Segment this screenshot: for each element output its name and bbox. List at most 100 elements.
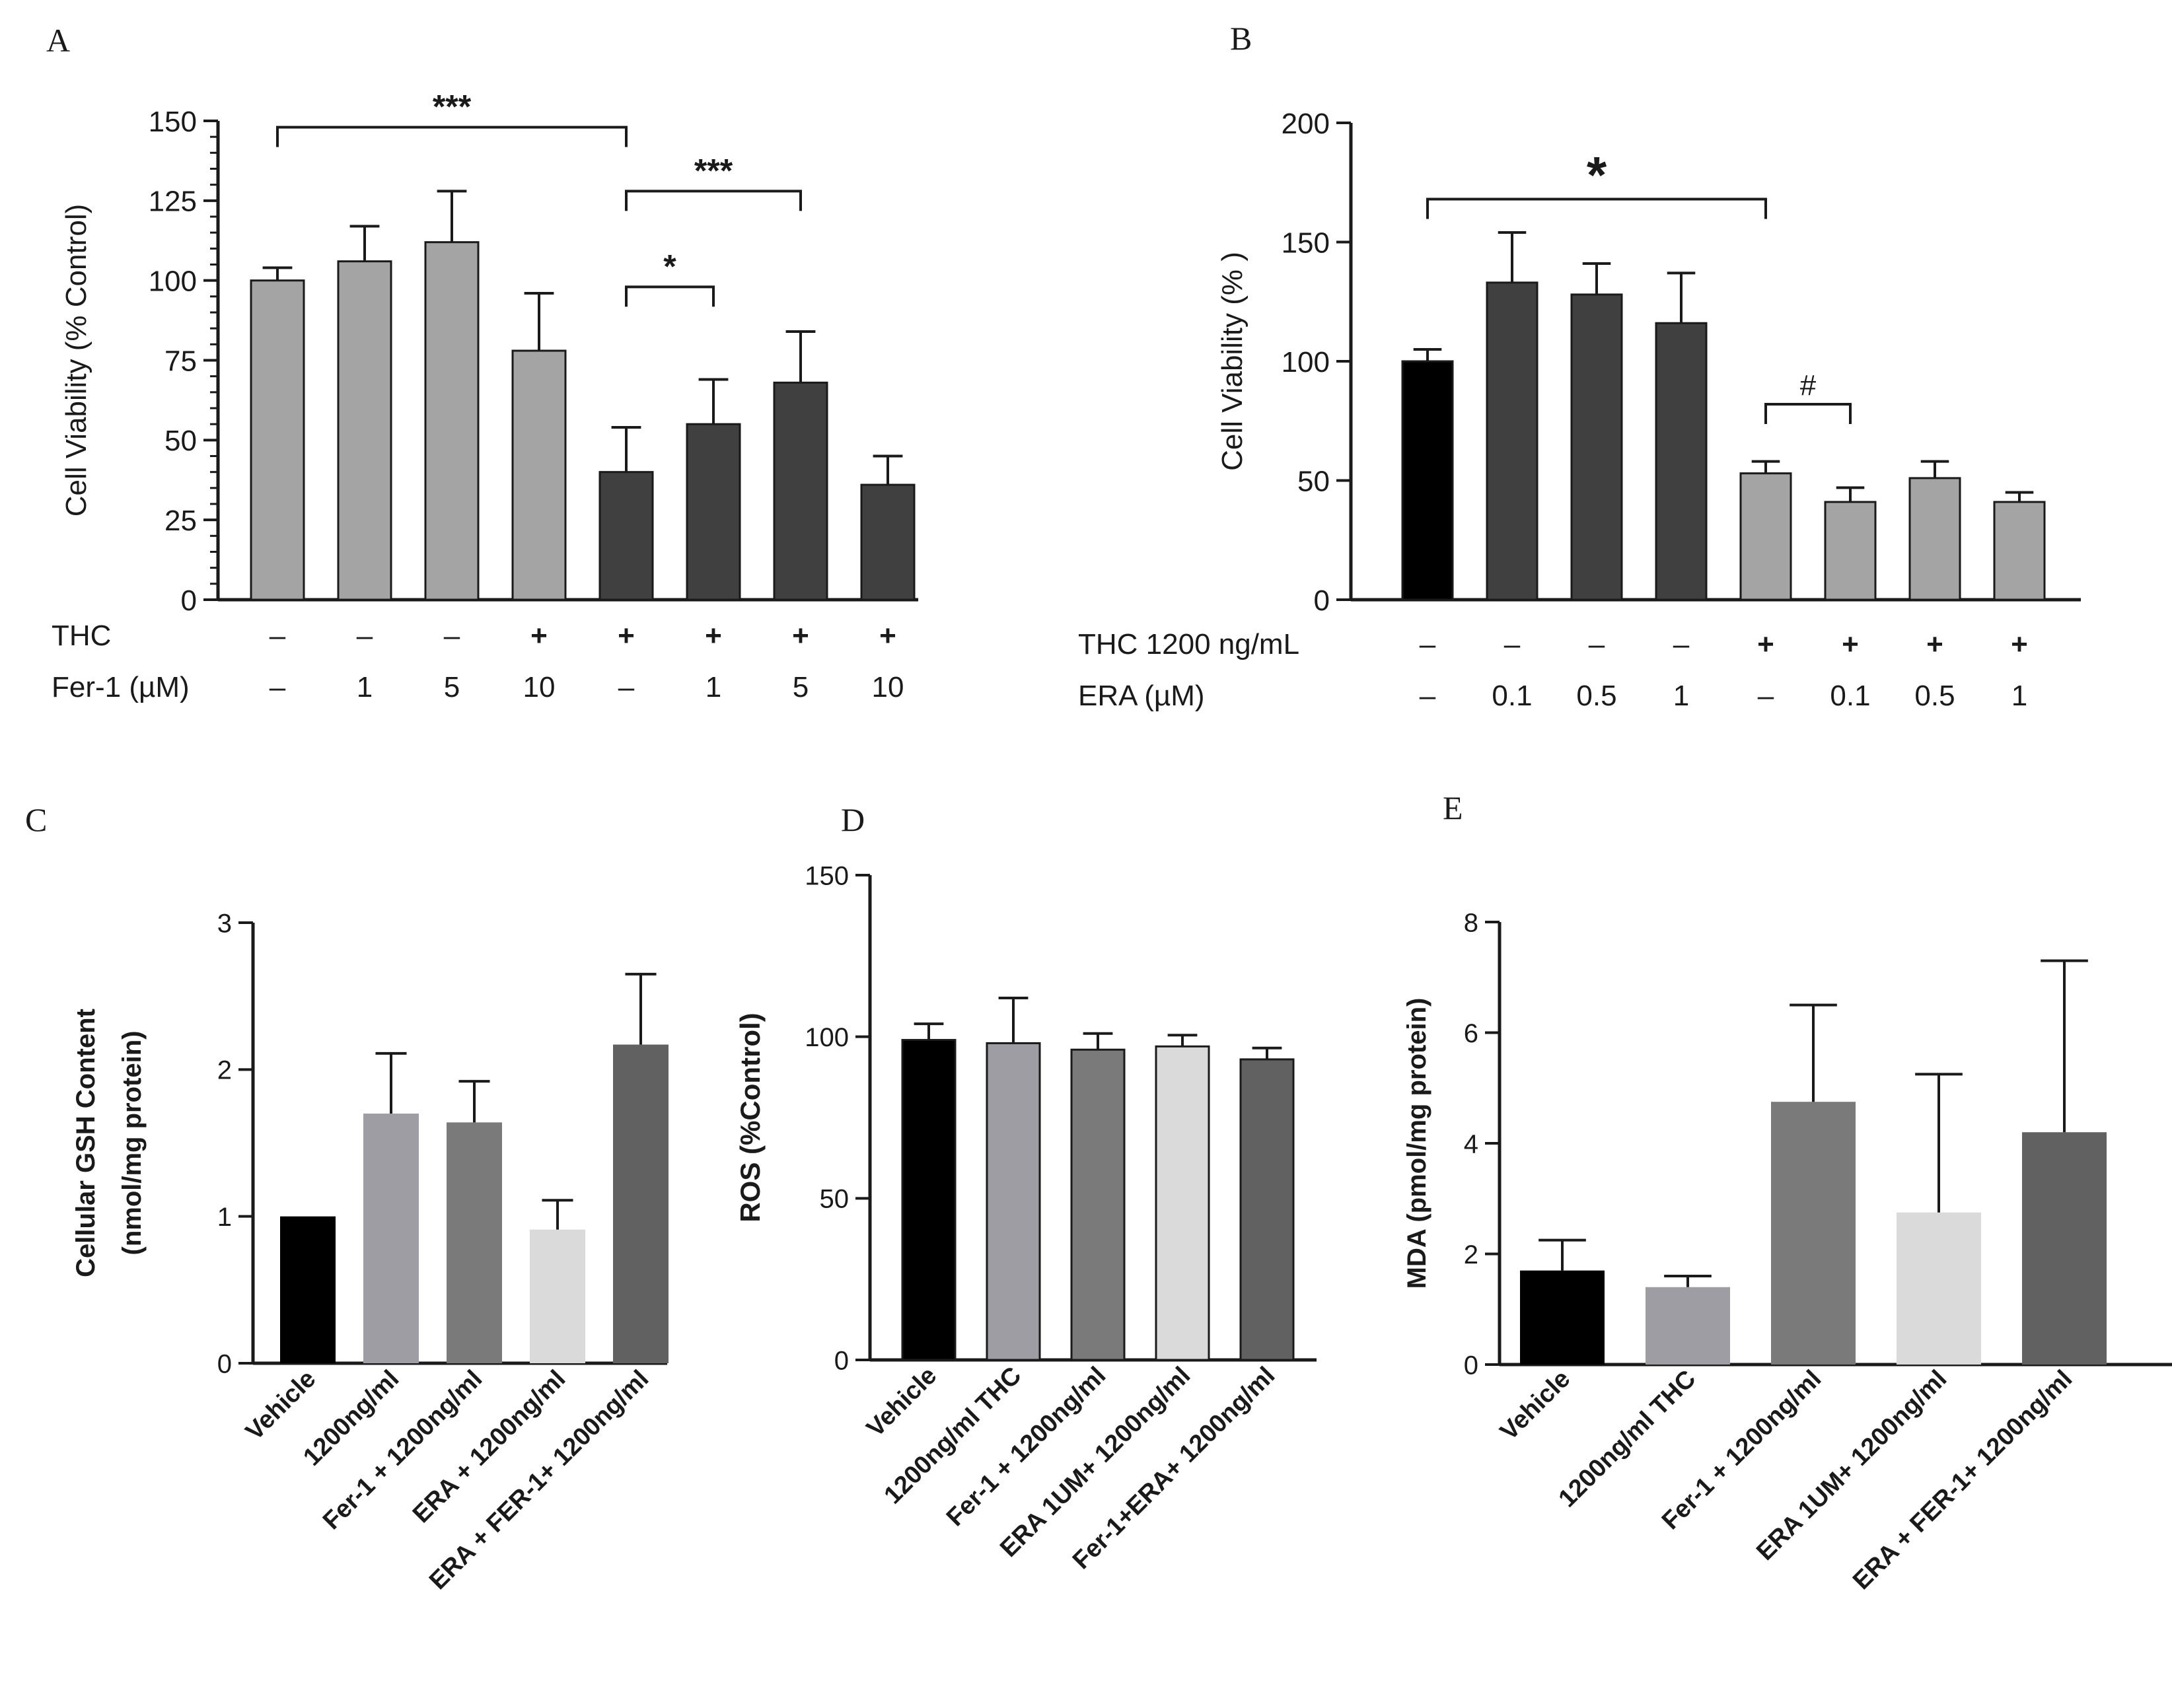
panel-b-row-value: 0.5: [1914, 680, 1955, 712]
panel-e-letter: E: [1443, 789, 1463, 826]
panel-b-y-tick-label: 100: [1282, 346, 1330, 378]
panel-e-y-axis-title: MDA (pmol/mg protein): [1402, 998, 1431, 1289]
panel-d-letter: D: [841, 801, 865, 838]
panel-e-y-tick-label: 2: [1464, 1240, 1478, 1269]
panel-c-letter: C: [25, 801, 47, 838]
panel-a-y-tick-label: 125: [149, 186, 197, 218]
panel-d-bar: [986, 1042, 1041, 1361]
panel-a-row-value: 10: [872, 671, 904, 703]
panel-b-y-tick-label: 0: [1314, 585, 1330, 617]
panel-a-significance-bracket: [625, 285, 715, 307]
panel-b-bar: [1401, 360, 1454, 601]
panel-a-bar: [860, 483, 916, 601]
panel-letters: A B C D E: [25, 20, 1463, 838]
panel-b-row-value: 1: [2011, 680, 2027, 712]
panel-a-row-value: 10: [523, 671, 556, 703]
panel-a-y-tick-label: 0: [181, 585, 197, 617]
panel-d-bar: [1239, 1058, 1295, 1361]
panel-a-letter: A: [46, 22, 70, 59]
panel-c-y-tick-label: 1: [217, 1203, 232, 1232]
panel-b-letter: B: [1230, 20, 1252, 57]
panel-a-row-value: –: [270, 620, 286, 652]
panel-b-significance-label: *: [1587, 146, 1607, 204]
panel-a-row-value: +: [618, 620, 635, 652]
panel-c-y-axis-title-line2: (nmol/mg protein): [118, 1031, 147, 1256]
panel-b-bar: [1570, 293, 1623, 601]
panel-e-bar: [1771, 1102, 1856, 1365]
panel-c-y-tick-label: 2: [217, 1056, 232, 1085]
panel-b-y-axis-title: Cell Viability (% ): [1216, 252, 1249, 471]
panel-a-bar: [424, 241, 480, 601]
panel-a-bar: [773, 381, 828, 601]
panel-d-y-tick-label: 0: [834, 1346, 849, 1375]
panel-a-y-tick-label: 75: [164, 345, 197, 377]
panel-b-bar: [1993, 501, 2046, 601]
panel-d-y-axis-title: ROS (%Control): [735, 1013, 766, 1222]
panel-a-row-label: Fer-1 (µM): [52, 671, 190, 703]
panel-e-category-label: 1200ng/ml THC: [1554, 1365, 1702, 1513]
panel-b-row-value: +: [2011, 628, 2028, 660]
panel-a-y-tick-label: 150: [149, 106, 197, 138]
panel-a-row-label: THC: [52, 620, 111, 652]
panel-b-bar: [1908, 477, 1961, 601]
panel-a-row-value: –: [357, 620, 373, 652]
panel-a-bar: [511, 349, 567, 601]
panel-b-row-value: –: [1420, 628, 1436, 660]
panel-a-row-value: 5: [444, 671, 460, 703]
panel-a-chart: 0 25 50 75 100 125 150 Cell Viability (% Contro…: [52, 89, 918, 703]
panel-a-significance-bracket: [276, 125, 628, 147]
panel-b-bar: [1655, 322, 1708, 601]
panel-c-y-axis-title: Cellular GSH Content: [71, 1009, 100, 1277]
panel-a-bar: [598, 471, 654, 601]
panel-b-bar: [1486, 281, 1538, 601]
panel-d-category-label: Fer-1 + 1200ng/ml: [941, 1362, 1111, 1532]
panel-e-y-tick-label: 8: [1464, 908, 1478, 937]
panel-b-significance-bracket: [1426, 197, 1767, 219]
panel-b-row-value: +: [1842, 628, 1859, 660]
panel-d-bar: [1155, 1045, 1210, 1361]
panel-a-significance-bracket: [625, 190, 802, 211]
panel-e-bar: [2022, 1132, 2107, 1365]
panel-e-y-tick-label: 6: [1464, 1019, 1478, 1048]
panel-c-y-tick-label: 0: [217, 1349, 232, 1378]
panel-b-bar: [1739, 472, 1792, 601]
panel-b-y-tick-label: 50: [1297, 465, 1330, 497]
panel-b-row-value: –: [1504, 628, 1521, 660]
panel-b-y-tick-label: 200: [1282, 108, 1330, 140]
panel-a-bar: [686, 423, 741, 601]
panel-d-y-tick-label: 150: [805, 861, 849, 890]
panel-e-chart: 0 2 4 6 8 MDA (pmol/mg protein) Vehicle1200ng/…: [1402, 908, 2172, 1595]
panel-c-bar: [280, 1216, 336, 1363]
panel-a-bar: [250, 279, 305, 601]
panel-a-row-value: +: [792, 620, 809, 652]
panel-e-y-tick-label: 4: [1464, 1129, 1478, 1158]
panel-a-row-value: –: [444, 620, 460, 652]
panel-e-category-label: Vehicle: [1495, 1365, 1575, 1446]
panel-b-row-value: 1: [1673, 680, 1689, 712]
panel-b-row-value: 0.1: [1830, 680, 1870, 712]
panel-c-bar: [363, 1114, 419, 1363]
panel-b-significance-bracket: [1764, 402, 1852, 424]
panel-a-significance-label: *: [663, 248, 676, 285]
panel-d-bar: [1070, 1048, 1126, 1361]
panel-b-row-value: –: [1673, 628, 1690, 660]
panel-b-row-value: +: [1757, 628, 1774, 660]
panel-e-bar: [1520, 1270, 1605, 1365]
panel-d-bar: [901, 1039, 957, 1361]
panel-a-row-value: +: [879, 620, 896, 652]
panel-c-bar: [530, 1229, 585, 1363]
panel-b-row-label: ERA (µM): [1078, 680, 1205, 712]
panel-d-y-tick-label: 50: [820, 1185, 850, 1214]
panel-a-significance-label: ***: [433, 89, 472, 125]
panel-e-category-label: ERA + FER-1+ 1200ng/ml: [1848, 1365, 2078, 1595]
panel-b-row-value: +: [1926, 628, 1943, 660]
panel-c-bar: [447, 1122, 502, 1363]
panel-a-row-value: 1: [706, 671, 721, 703]
panel-c-category-label: ERA + 1200ng/ml: [408, 1365, 571, 1528]
panel-b-row-value: 0.1: [1492, 680, 1532, 712]
panel-d-category-label: Vehicle: [861, 1362, 942, 1442]
panel-e-bar: [1646, 1287, 1730, 1365]
panel-d-y-tick-label: 100: [805, 1023, 849, 1052]
panel-a-y-tick-label: 100: [149, 266, 197, 298]
